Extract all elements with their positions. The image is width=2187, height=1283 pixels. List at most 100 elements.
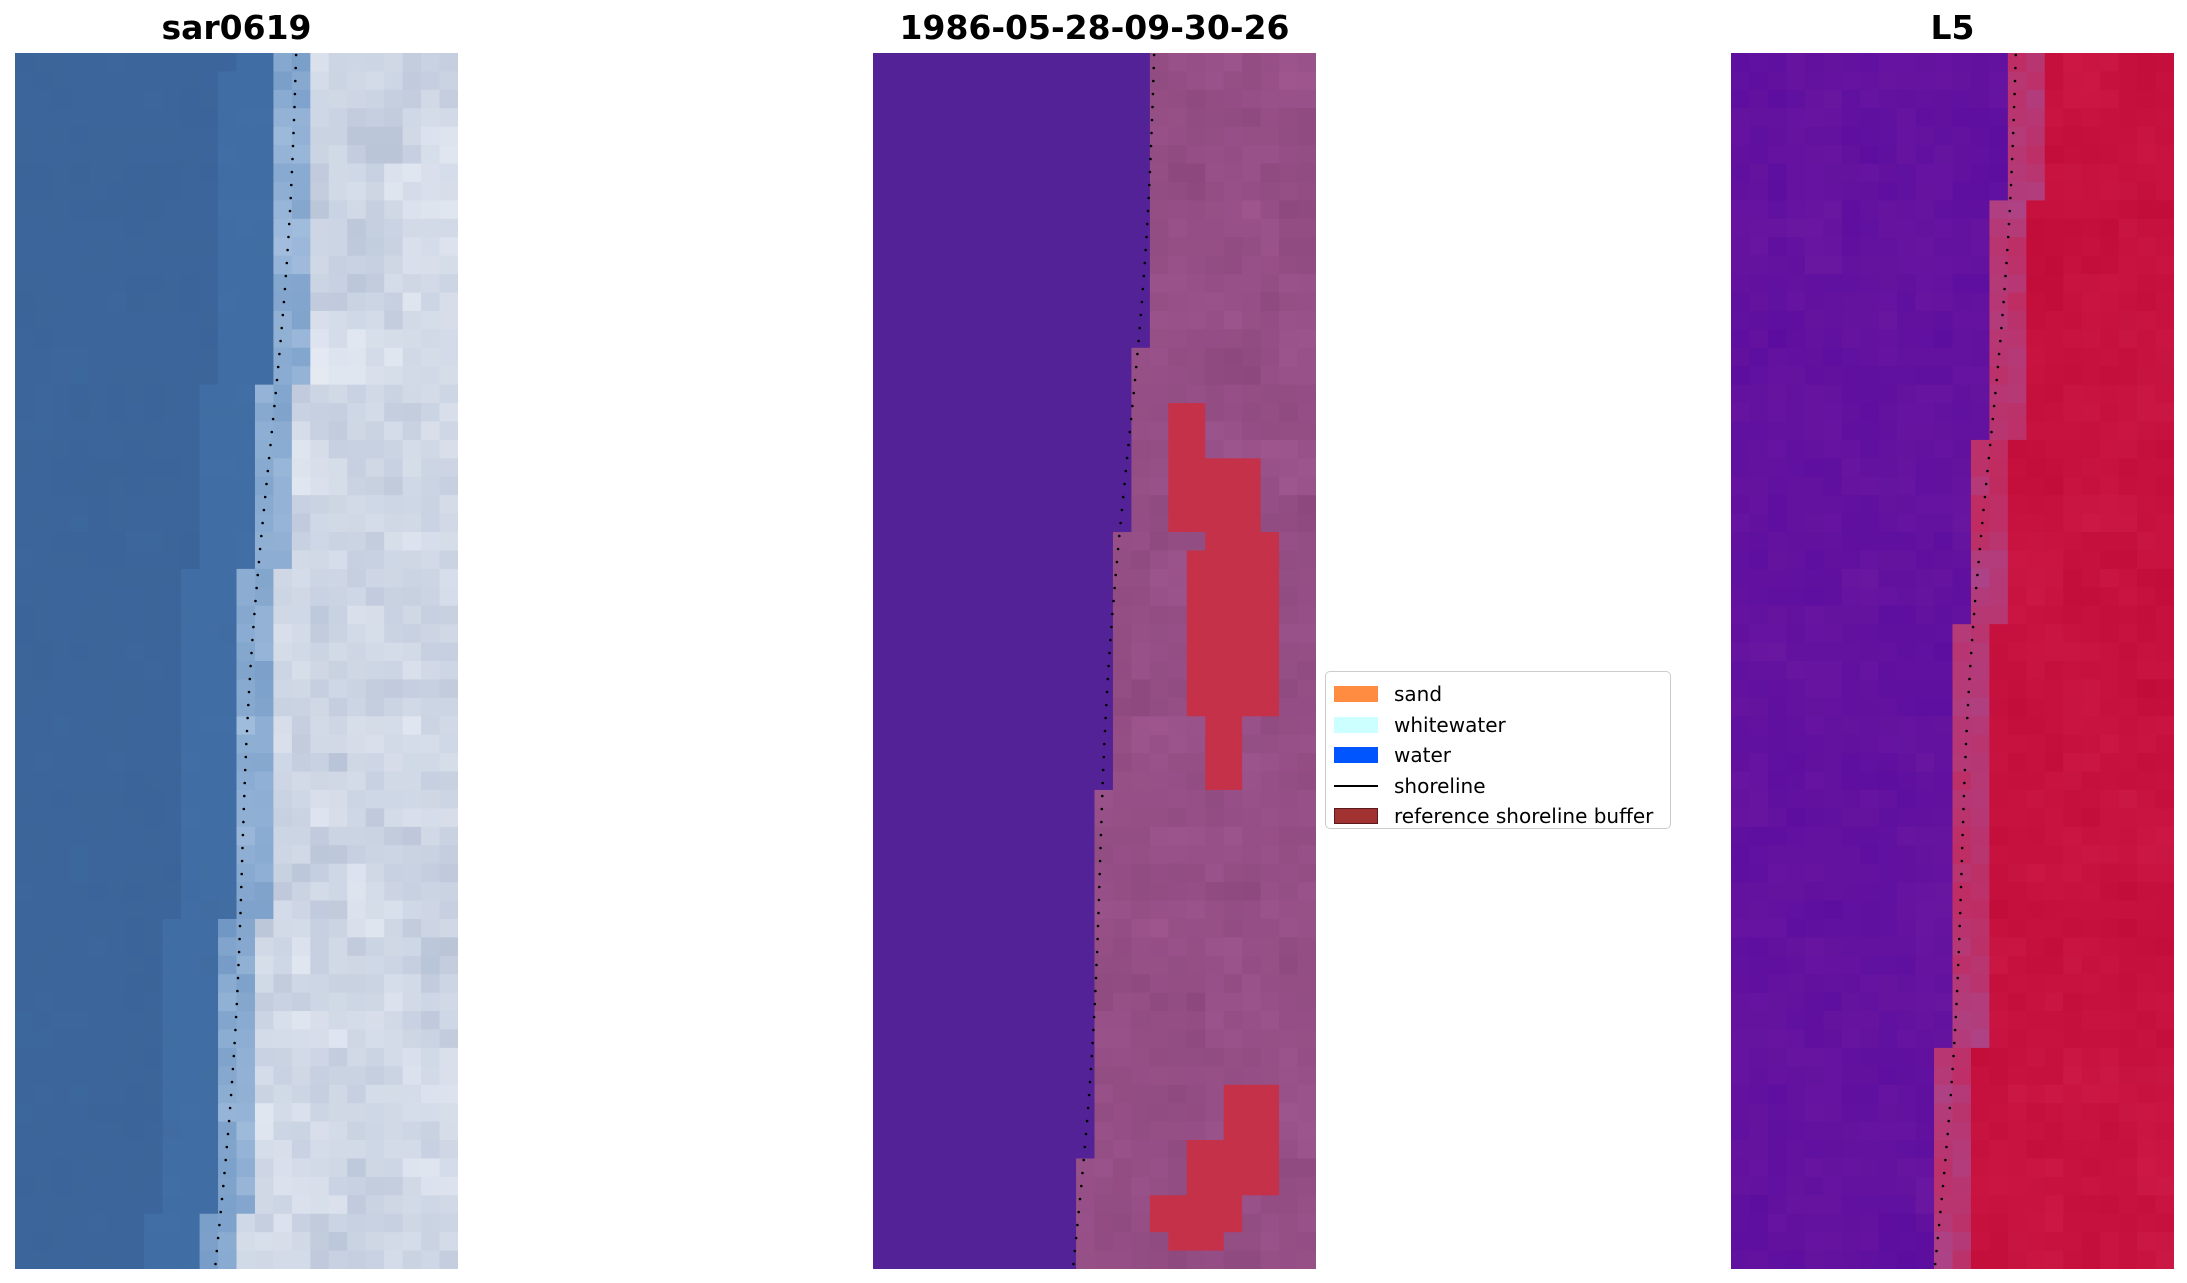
shoreline-point xyxy=(232,1054,236,1058)
shoreline-point xyxy=(1952,1054,1955,1058)
shoreline-point xyxy=(216,1236,220,1240)
shoreline-point xyxy=(1089,1067,1093,1071)
shoreline-point xyxy=(1097,911,1100,915)
shoreline-point xyxy=(219,1210,222,1214)
shoreline-point xyxy=(2002,300,2005,304)
shoreline-point xyxy=(1098,885,1101,889)
shoreline-point xyxy=(251,638,254,642)
shoreline-point xyxy=(262,508,266,512)
shoreline-point xyxy=(1152,53,1156,57)
shoreline-point xyxy=(283,287,287,291)
shoreline-point xyxy=(1958,924,1961,928)
shoreline-point xyxy=(1982,508,1985,512)
legend-label: water xyxy=(1394,743,1451,767)
shoreline-point xyxy=(1137,339,1140,343)
rgb-image xyxy=(15,53,458,1269)
shoreline-point xyxy=(274,391,278,395)
shoreline-point xyxy=(1127,443,1130,447)
shoreline-point xyxy=(243,768,247,772)
shoreline-point xyxy=(1086,1106,1090,1110)
shoreline-point xyxy=(2010,170,2013,174)
shoreline-point xyxy=(1966,703,1970,707)
shoreline-point xyxy=(258,547,262,551)
shoreline-point xyxy=(1128,430,1132,434)
shoreline-point xyxy=(270,430,274,434)
shoreline-point xyxy=(1997,352,2001,356)
shoreline-point xyxy=(229,1093,233,1097)
shoreline-point xyxy=(2007,222,2011,226)
legend-item-whitewater: whitewater xyxy=(1326,709,1670,740)
legend-label: whitewater xyxy=(1394,712,1506,737)
shoreline-point xyxy=(1098,859,1102,863)
shoreline-point xyxy=(1092,1015,1096,1019)
shoreline-point xyxy=(1132,391,1135,395)
shoreline-point xyxy=(1145,222,1149,226)
shoreline-point xyxy=(225,1145,229,1149)
shoreline-point xyxy=(242,820,245,824)
shoreline-point xyxy=(1101,768,1105,772)
shoreline-point xyxy=(2012,105,2016,109)
shoreline-point xyxy=(1131,404,1134,408)
shoreline-point xyxy=(287,235,290,239)
shoreline-point xyxy=(2011,131,2015,135)
shoreline-point xyxy=(1141,287,1145,291)
shoreline-point xyxy=(1984,482,1988,486)
shoreline-point xyxy=(289,196,293,200)
shoreline-point xyxy=(222,1184,225,1188)
shoreline-point xyxy=(1964,755,1967,759)
index-pixels xyxy=(1731,53,2174,1269)
shoreline-point xyxy=(1124,469,1128,473)
shoreline-point xyxy=(1960,872,1963,876)
shoreline-point xyxy=(273,404,276,408)
shoreline-point xyxy=(1074,1236,1078,1240)
shoreline-point xyxy=(266,469,270,473)
shoreline-point xyxy=(1140,300,1144,304)
shoreline-point xyxy=(1976,573,1979,577)
shoreline-point xyxy=(286,248,289,252)
shoreline-point xyxy=(250,651,253,655)
shoreline-point xyxy=(1120,508,1124,512)
shoreline-points xyxy=(214,53,298,1266)
shoreline-point xyxy=(214,1262,217,1266)
shoreline-point xyxy=(288,209,292,213)
shoreline-point xyxy=(1077,1210,1080,1214)
shoreline-point xyxy=(240,885,243,889)
shoreline-point xyxy=(2005,261,2008,265)
shoreline-point xyxy=(1933,1262,1937,1266)
shoreline-point xyxy=(1112,599,1115,603)
shoreline-point xyxy=(1958,911,1962,915)
shoreline-point xyxy=(1105,690,1109,694)
shoreline-point xyxy=(1969,664,1972,668)
shoreline-point xyxy=(244,755,248,759)
shoreline-point xyxy=(1951,1067,1954,1071)
shoreline-point xyxy=(248,677,252,681)
shoreline-point xyxy=(290,183,293,187)
legend: sand whitewater water shoreline referenc… xyxy=(1325,671,1671,829)
shoreline-point xyxy=(1963,781,1966,785)
shoreline-point xyxy=(276,365,280,369)
shoreline-point xyxy=(1961,833,1964,837)
legend-swatch-whitewater xyxy=(1334,716,1378,733)
shoreline-points xyxy=(1933,53,2018,1266)
panel-title-index: L5 xyxy=(1930,8,1975,47)
legend-swatch-water xyxy=(1334,747,1378,763)
shoreline-point xyxy=(1139,313,1143,317)
shoreline-point xyxy=(1092,1028,1095,1032)
shoreline-point xyxy=(1955,1002,1958,1006)
shoreline-point xyxy=(280,326,284,330)
shoreline-point xyxy=(1979,534,1983,538)
shoreline-point xyxy=(236,976,240,980)
shoreline-point xyxy=(2013,79,2017,83)
shoreline-point xyxy=(294,66,298,70)
shoreline-point xyxy=(1149,157,1152,161)
shoreline-point xyxy=(1944,1158,1947,1162)
shoreline-point xyxy=(1142,274,1146,278)
shoreline-point xyxy=(1940,1197,1943,1201)
index-image-panel xyxy=(1731,53,2174,1269)
shoreline-point xyxy=(2008,209,2011,213)
shoreline-point xyxy=(293,92,297,96)
legend-label: shoreline xyxy=(1394,773,1486,798)
shoreline-point xyxy=(226,1132,230,1136)
shoreline-point xyxy=(1111,612,1114,616)
legend-line-shoreline xyxy=(1334,784,1378,787)
